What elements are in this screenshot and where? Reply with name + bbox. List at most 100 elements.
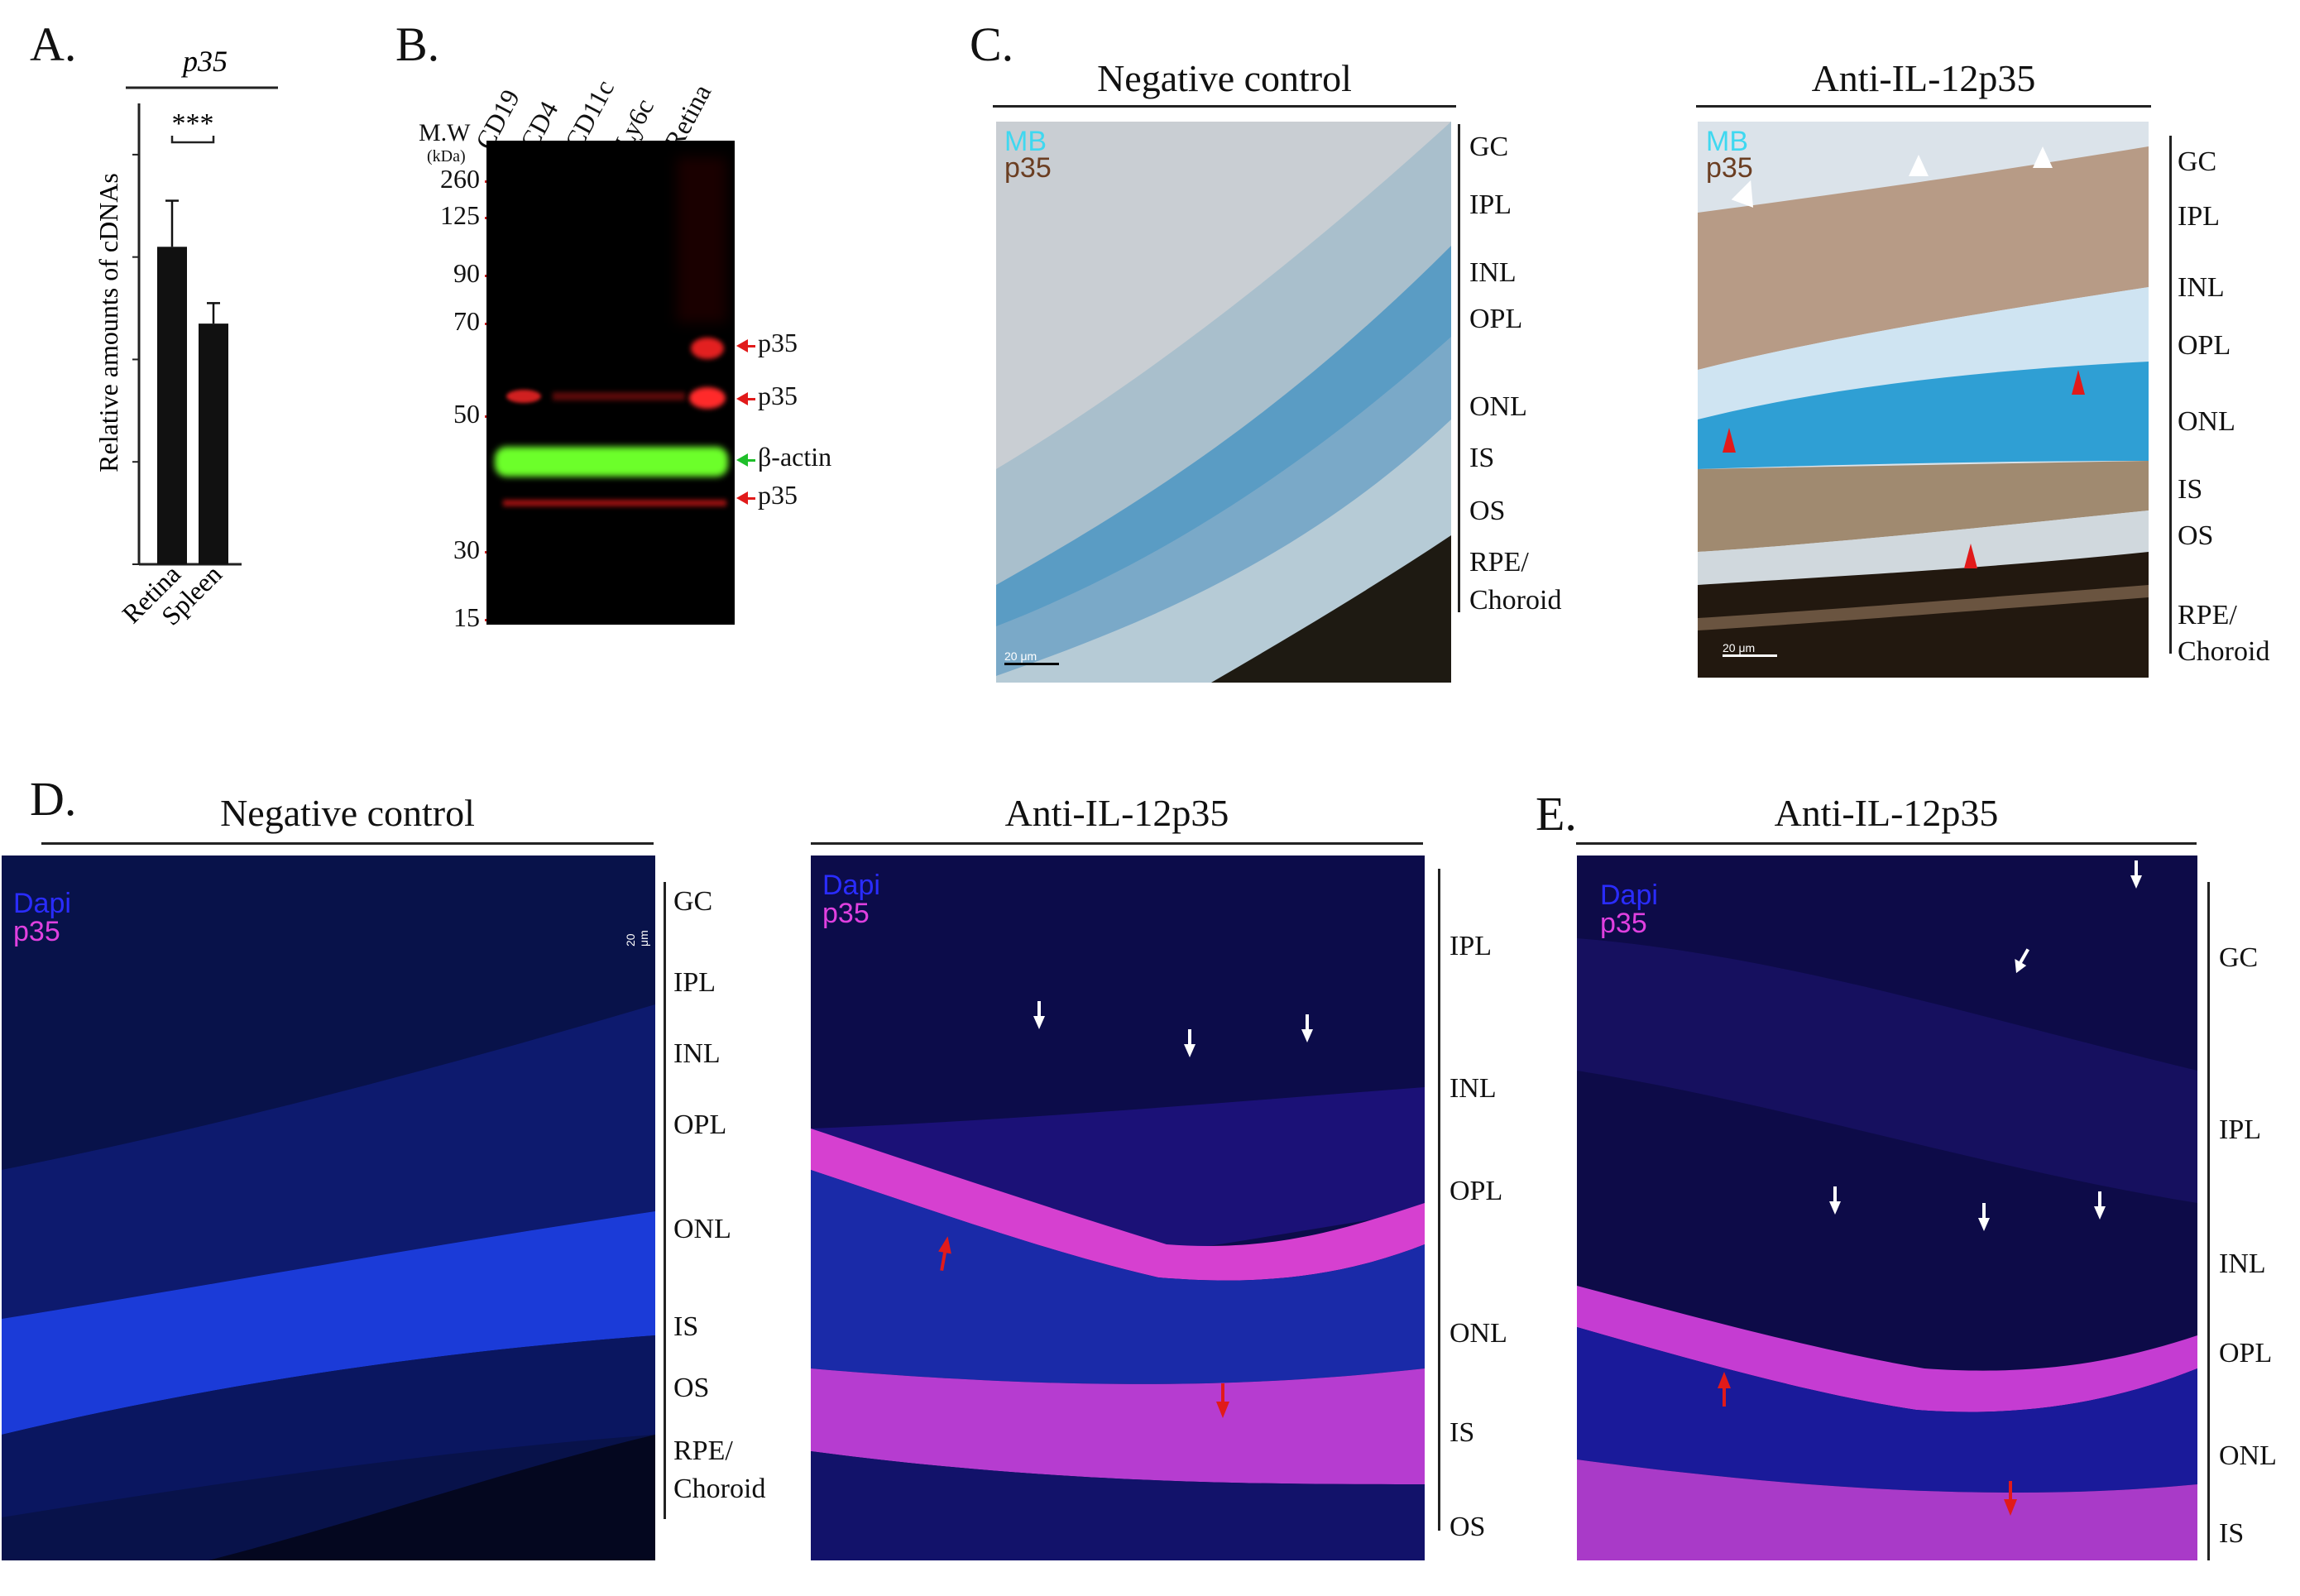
legend-p35: p35 xyxy=(1706,152,1753,184)
panel-b-label: B. xyxy=(395,17,440,71)
d-right-layer-rule xyxy=(1438,869,1440,1531)
white-arrows xyxy=(1731,146,2053,208)
red-arrows xyxy=(1718,1372,2017,1516)
bar-spleen xyxy=(199,324,228,564)
y-axis-ticks xyxy=(132,153,139,565)
significance-stars: *** xyxy=(172,108,214,139)
panel-e-title: Anti-IL-12p35 xyxy=(1774,792,1999,834)
band-arrow-stem xyxy=(747,345,755,347)
legend-mb: MB xyxy=(1004,126,1047,157)
band-arrow-stem xyxy=(747,398,755,400)
panel-c-right-title: Anti-IL-12p35 xyxy=(1811,57,2036,99)
mw-marker: 90 xyxy=(453,258,480,288)
white-arrows xyxy=(1033,1001,1313,1057)
panel-a-bar-chart: p35 *** Relative amounts of cDNAs Retina… xyxy=(93,45,278,631)
panel-d-left-title-rule xyxy=(41,842,654,845)
scale-bar: 20 μm xyxy=(624,930,650,947)
layer-label: INL xyxy=(2178,272,2225,303)
bar-retina xyxy=(157,247,187,564)
c-right-layer-rule xyxy=(2169,136,2172,654)
chart-title: p35 xyxy=(180,45,228,78)
layer-label: RPE/ xyxy=(1469,547,1529,578)
panel-e-title-rule xyxy=(1576,842,2197,845)
band-beta-actin xyxy=(495,447,728,477)
band-p35-55-cd19 xyxy=(506,390,541,403)
scale-bar: 20 μm xyxy=(1004,649,1059,665)
band-arrow xyxy=(736,339,748,352)
layer-label: OPL xyxy=(1449,1176,1503,1206)
layer-label: IS xyxy=(673,1311,699,1342)
layer-label: IS xyxy=(1469,443,1495,473)
panel-c-left-title-rule xyxy=(993,105,1456,108)
panel-c-right-title-rule xyxy=(1696,105,2151,108)
layer-label: GC xyxy=(1469,132,1509,162)
mw-marker: 50 xyxy=(453,399,480,429)
legend-p35: p35 xyxy=(13,916,60,947)
y-axis-label: Relative amounts of cDNAs xyxy=(93,173,123,472)
layer-label: OS xyxy=(673,1373,710,1403)
layer-label: IS xyxy=(2219,1518,2245,1549)
layer-label: RPE/ xyxy=(2178,600,2237,630)
band-p35-70 xyxy=(691,338,724,359)
panel-a-label: A. xyxy=(30,17,77,71)
panel-d-negative-control-image: Dapi p35 20 μm xyxy=(2,856,655,1560)
band-arrow xyxy=(736,392,748,405)
panel-e-anti-il12p35-image: Dapi p35 xyxy=(1577,856,2197,1560)
panel-c-left-title: Negative control xyxy=(1097,57,1352,99)
band-p35-55-others xyxy=(553,392,685,400)
layer-label: IS xyxy=(1449,1417,1475,1448)
smear xyxy=(677,157,726,323)
layer-label: INL xyxy=(673,1038,721,1069)
layer-label: Choroid xyxy=(1469,585,1562,616)
band-arrow-stem xyxy=(747,459,755,462)
layer-label: ONL xyxy=(2178,406,2235,437)
layer-label: IPL xyxy=(2219,1114,2261,1145)
panel-d-right-title-rule xyxy=(811,842,1423,845)
panel-d-right-title: Anti-IL-12p35 xyxy=(1004,792,1229,834)
layer-label: ONL xyxy=(1469,391,1527,422)
mw-marker: 15 xyxy=(453,602,480,632)
layer-label: OPL xyxy=(673,1110,727,1140)
band-label: p35 xyxy=(758,480,798,510)
layer-label: INL xyxy=(2219,1249,2266,1279)
layer-label: OPL xyxy=(2219,1338,2273,1368)
panel-d-label: D. xyxy=(30,772,77,826)
panel-c-anti-il12p35-image: MB p35 20 μm xyxy=(1698,122,2149,678)
layer-label: RPE/ xyxy=(673,1435,733,1466)
significance-bracket: *** xyxy=(170,108,215,144)
panel-c-negative-control-image: MB p35 20 μm xyxy=(996,122,1451,683)
layer-label: OS xyxy=(2178,520,2214,551)
d-left-layer-rule xyxy=(664,882,666,1519)
legend-dapi: Dapi xyxy=(13,888,71,919)
layer-label: OS xyxy=(1469,496,1506,526)
layer-label: GC xyxy=(673,886,713,917)
scale-bar: 20 μm xyxy=(1723,641,1777,657)
band-p35-lower xyxy=(503,500,726,506)
legend-dapi: Dapi xyxy=(1600,879,1658,911)
legend-dapi: Dapi xyxy=(822,870,880,901)
layer-label: INL xyxy=(1449,1073,1497,1104)
mw-marker: 260 xyxy=(440,164,480,194)
panel-e-label: E. xyxy=(1536,787,1577,841)
band-label: β-actin xyxy=(758,442,832,472)
layer-label: Choroid xyxy=(673,1474,766,1504)
e-layer-rule xyxy=(2207,882,2210,1560)
mw-marker: 125 xyxy=(440,200,480,230)
band-label: p35 xyxy=(758,381,798,410)
panel-d-anti-il12p35-image: Dapi p35 xyxy=(811,856,1425,1560)
mw-unit: (kDa) xyxy=(427,147,466,165)
red-arrows xyxy=(938,1236,1229,1418)
mw-marker: 70 xyxy=(453,306,480,336)
layer-label: OS xyxy=(1449,1512,1486,1542)
panel-c-label: C. xyxy=(970,17,1014,71)
mw-marker: 30 xyxy=(453,534,480,564)
c-left-layer-rule xyxy=(1458,124,1460,612)
panel-d-left-title: Negative control xyxy=(220,792,475,834)
layer-label: IS xyxy=(2178,474,2203,505)
layer-label: IPL xyxy=(673,967,716,998)
layer-label: OPL xyxy=(2178,330,2231,361)
band-label: p35 xyxy=(758,328,798,357)
legend-p35: p35 xyxy=(1004,152,1052,184)
bars xyxy=(157,199,228,564)
